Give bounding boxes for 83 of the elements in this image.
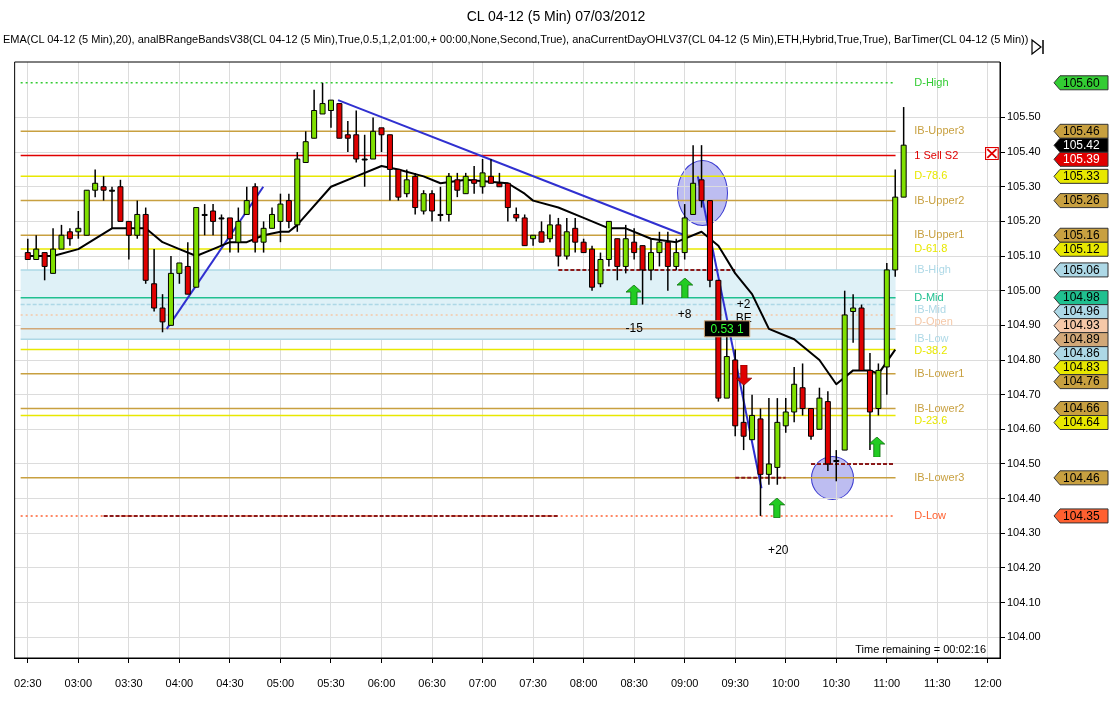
text: 104.76	[1063, 374, 1101, 389]
y-tick-label: 105.00	[1007, 283, 1041, 296]
y-tick-label: 104.40	[1007, 491, 1041, 504]
x-tick-label: 05:00	[266, 676, 295, 689]
x-tick-label: 03:30	[115, 676, 143, 689]
ref-line-label: IB-Low	[914, 332, 949, 345]
ref-line-label: D-78.6	[914, 169, 948, 182]
x-tick-label: 12:00	[974, 676, 1002, 689]
y-tick-label: 105.30	[1007, 179, 1041, 192]
x-tick-label: 03:00	[64, 676, 93, 689]
text: 104.96	[1063, 304, 1101, 319]
annotation: +8	[677, 307, 692, 322]
text: 104.89	[1063, 332, 1101, 347]
x-tick-label: 11:00	[873, 676, 901, 689]
chart-subtitle: EMA(CL 04-12 (5 Min),20), analBRangeBandsV38(CL 04-12 (5 Min),True,0.5,1,2,01:00,+ 00:00,None,Second,True), anaCurrentDayOHLV37(CL 04-12 (5 Min),ETH,Hybrid,True,True), BarTimer(CL 04-12 (5 Min))	[3, 33, 1029, 45]
text: 105.16	[1063, 228, 1101, 243]
x-tick-label: 05:30	[317, 676, 345, 689]
y-tick-label: 104.00	[1007, 630, 1041, 643]
x-tick-label: 09:30	[721, 676, 749, 689]
text: 104.46	[1063, 470, 1101, 485]
y-tick-label: 104.80	[1007, 353, 1041, 366]
ref-line-label: D-High	[914, 75, 949, 88]
annotation: +2	[736, 296, 751, 311]
annotation: +20	[768, 543, 789, 558]
text: 104.98	[1063, 290, 1101, 305]
text: 104.66	[1063, 401, 1101, 416]
ref-line-label: D-38.2	[914, 344, 948, 357]
ref-line-label: D-61.8	[914, 242, 948, 255]
text: 104.86	[1063, 346, 1101, 361]
x-tick-label: 10:30	[822, 676, 851, 689]
x-tick-label: 02:30	[14, 676, 42, 689]
x-tick-label: 07:30	[519, 676, 547, 689]
candlestick	[808, 407, 815, 441]
ref-line-label: IB-Upper2	[914, 193, 965, 206]
y-tick-label: 104.10	[1007, 595, 1041, 608]
text: 105.42	[1063, 138, 1101, 153]
y-tick-label: 104.70	[1007, 387, 1041, 400]
text: 105.39	[1063, 152, 1101, 167]
ref-line-label: 1 Sell S2	[914, 148, 959, 161]
x-tick-label: 07:00	[468, 676, 497, 689]
chart-title: CL 04-12 (5 Min) 07/03/2012	[465, 8, 647, 24]
text: 104.35	[1063, 508, 1101, 523]
ref-line-label: IB-Upper1	[914, 228, 965, 241]
text: 104.93	[1063, 318, 1101, 333]
text: 105.06	[1063, 262, 1101, 277]
ref-line-label: D-Low	[914, 508, 947, 521]
text: 105.60	[1063, 75, 1101, 90]
x-tick-label: 04:30	[216, 676, 244, 689]
annotation: -15	[625, 321, 644, 336]
text: 105.26	[1063, 193, 1101, 208]
ref-line-label: IB-Lower3	[914, 470, 965, 483]
y-tick-label: 104.50	[1007, 456, 1041, 469]
ref-line-label: D-Mid	[914, 290, 944, 303]
text: 105.33	[1063, 169, 1101, 184]
ref-line-label: IB-Upper3	[914, 124, 965, 137]
y-tick-label: 105.40	[1007, 145, 1041, 158]
ref-line-label: IB-High	[914, 262, 951, 275]
text: 105.46	[1063, 124, 1101, 139]
x-tick-label: 08:00	[569, 676, 598, 689]
ref-line-label: D-23.6	[914, 413, 948, 426]
text: 104.83	[1063, 360, 1101, 375]
y-tick-label: 105.20	[1007, 214, 1041, 227]
y-tick-label: 105.10	[1007, 249, 1041, 262]
y-tick-label: 104.60	[1007, 422, 1041, 435]
y-tick-label: 104.20	[1007, 560, 1041, 573]
annotation: 0.53 1	[710, 321, 745, 336]
x-tick-label: 09:00	[670, 676, 699, 689]
x-tick-label: 11:30	[923, 676, 951, 689]
ref-line-label: IB-Lower1	[914, 366, 965, 379]
y-tick-label: 104.30	[1007, 526, 1041, 539]
x-tick-label: 08:30	[620, 676, 648, 689]
ref-line-label: D-Open	[914, 314, 953, 327]
x-tick-label: 04:00	[165, 676, 194, 689]
ref-line-label: IB-Lower2	[914, 401, 965, 414]
x-tick-label: 06:30	[418, 676, 446, 689]
text: 104.64	[1063, 415, 1101, 430]
text: 105.12	[1063, 242, 1101, 257]
y-tick-label: 105.50	[1007, 110, 1041, 123]
x-tick-label: 06:00	[367, 676, 396, 689]
annotation: Time remaining = 00:02:16	[855, 643, 986, 656]
x-tick-label: 10:00	[771, 676, 800, 689]
y-tick-label: 104.90	[1007, 318, 1041, 331]
ref-line-label: IB-Mid	[914, 302, 947, 315]
